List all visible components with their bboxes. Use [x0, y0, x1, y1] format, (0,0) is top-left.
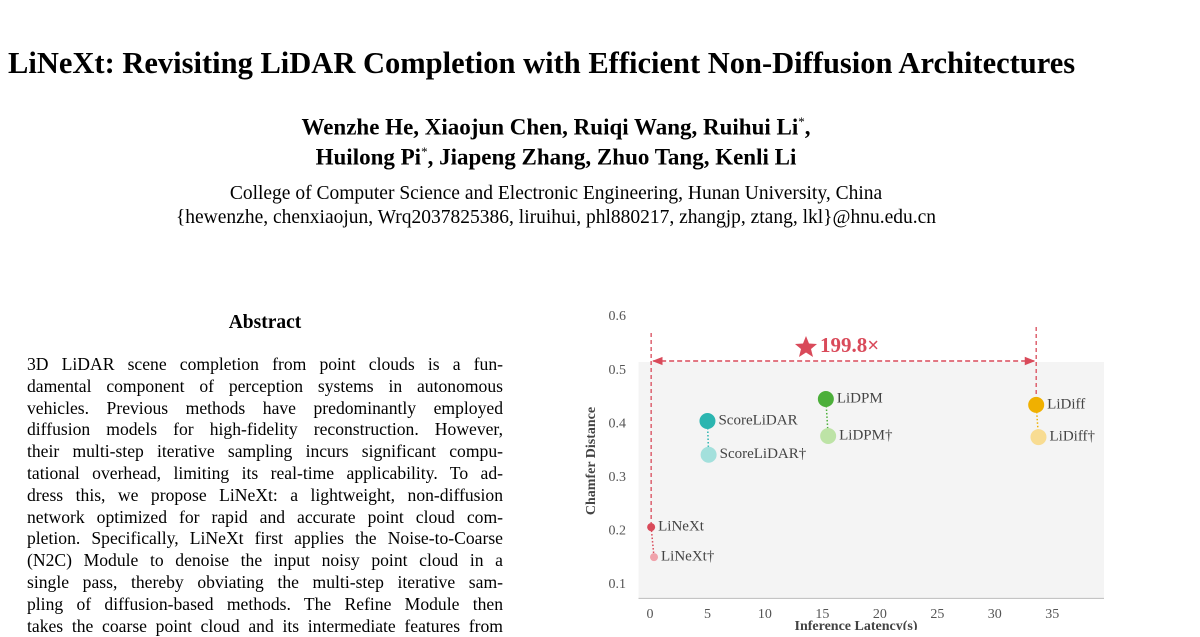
point	[647, 523, 656, 532]
x-tick-label: 30	[988, 607, 1002, 622]
abstract-line: 3D LiDAR scene completion from point clo…	[27, 354, 503, 374]
point	[700, 446, 717, 463]
abstract-line: their multi-step iterative sampling incu…	[27, 441, 503, 462]
point-label: LiDPM	[837, 390, 883, 406]
x-axis-label: Inference Latency(s)	[795, 619, 918, 630]
abstract-heading: Abstract	[228, 312, 302, 333]
emails: {hewenzhe, chenxiaojun, Wrq2037825386, l…	[175, 207, 937, 228]
affiliation-mark: *	[421, 144, 428, 159]
paper-title: LiNeXt: Revisiting LiDAR Completion with…	[8, 46, 1076, 80]
abstract-body: 3D LiDAR scene completion from point clo…	[27, 354, 503, 637]
abstract-line: single pass, thereby obviating the multi…	[27, 571, 503, 592]
star-icon	[795, 336, 817, 357]
author-names: Huilong Pi	[315, 144, 422, 170]
point-label: LiNeXt	[658, 519, 705, 535]
abstract-line: diffusion models for high-fidelity recon…	[27, 419, 503, 440]
y-axis-label: Chamfer Distance	[584, 407, 599, 515]
abstract-line: pletion. Specifically, LiNeXt first appl…	[27, 528, 503, 549]
x-tick-label: 15	[815, 607, 829, 622]
author-line: Huilong Pi*, Jiapeng Zhang, Zhuo Tang, K…	[0, 144, 1112, 171]
plot-background	[638, 362, 1104, 599]
x-tick-label: 20	[873, 607, 887, 622]
abstract-line: damental component of perception systems…	[27, 375, 503, 396]
point	[1030, 429, 1047, 446]
abstract-line: pling of diffusion-based methods. The Re…	[27, 593, 503, 614]
y-tick-label: 0.1	[609, 577, 627, 592]
point-label: LiDPM†	[839, 427, 893, 443]
x-tick-label: 35	[1045, 607, 1059, 622]
author-line: Wenzhe He, Xiaojun Chen, Ruiqi Wang, Rui…	[0, 114, 1112, 141]
author-names: Wenzhe He, Xiaojun Chen, Ruiqi Wang, Rui…	[301, 114, 799, 140]
abstract-line: dress this, we propose LiNeXt: a lightwe…	[27, 484, 503, 505]
point-label: LiNeXt†	[661, 549, 715, 565]
x-tick-label: 25	[930, 607, 944, 622]
x-tick-label: 5	[704, 607, 711, 622]
y-tick-label: 0.4	[609, 416, 627, 431]
y-tick-label: 0.3	[609, 470, 627, 485]
author-names: , Jiapeng Zhang, Zhuo Tang, Kenli Li	[427, 144, 797, 170]
point	[1028, 396, 1045, 413]
y-tick-label: 0.2	[609, 524, 627, 539]
abstract-line: network optimized for rapid and accurate…	[27, 506, 503, 527]
abstract-line: (N2C) Module to denoise the input noisy …	[27, 550, 503, 571]
abstract-line: vehicles. Previous methods have predomin…	[27, 397, 503, 418]
point-label: ScoreLiDAR†	[720, 446, 807, 462]
point	[817, 391, 834, 408]
point-label: LiDiff	[1047, 396, 1085, 412]
affiliation: College of Computer Science and Electron…	[229, 183, 883, 204]
x-tick-label: 0	[646, 607, 653, 622]
annotation: 199.8×	[820, 333, 879, 357]
author-names: ,	[804, 114, 811, 140]
abstract-line: tational overhead, limiting its real-tim…	[27, 462, 503, 483]
point	[699, 412, 716, 429]
point	[820, 427, 837, 444]
affiliation-mark: *	[798, 114, 805, 129]
x-tick-label: 10	[758, 607, 772, 622]
point-label: ScoreLiDAR	[718, 412, 797, 428]
connector	[825, 398, 829, 437]
y-tick-label: 0.5	[609, 363, 627, 378]
point	[650, 553, 659, 562]
y-tick-label: 0.6	[609, 309, 627, 324]
connector	[650, 527, 655, 558]
point-label: LiDiff†	[1049, 429, 1095, 445]
